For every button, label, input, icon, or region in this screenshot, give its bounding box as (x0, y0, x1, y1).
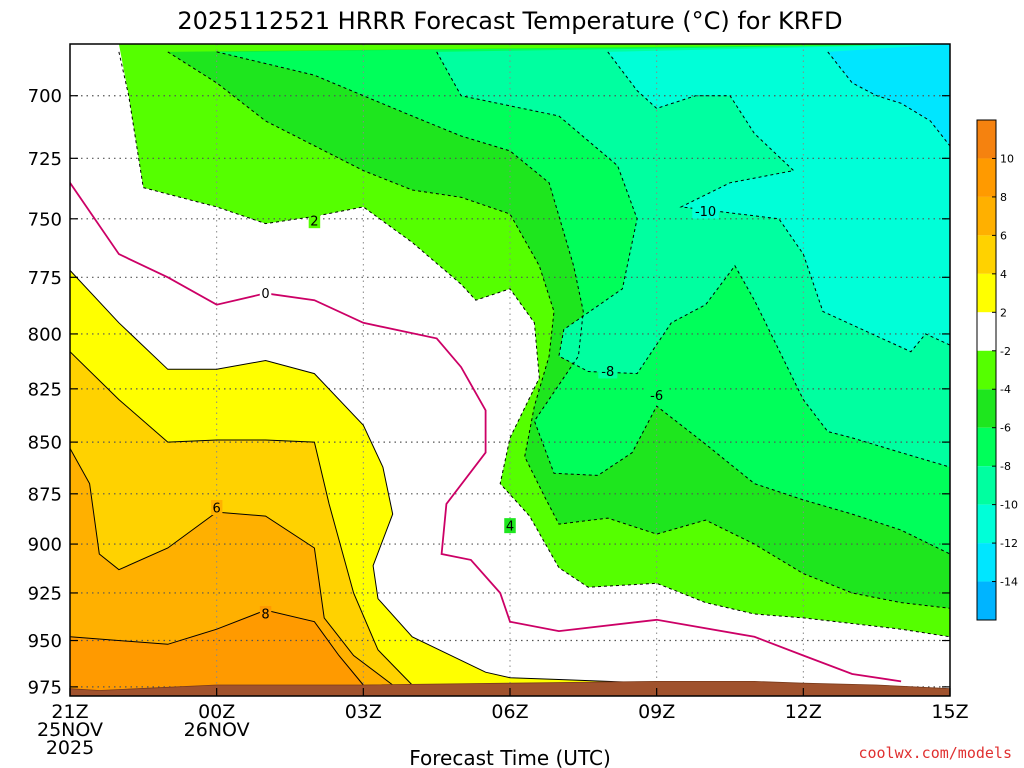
colorbar: 10 8 6 4 2 -2 -4 -6 -8 -10 -12 -14 (976, 119, 1018, 621)
colorbar-label: -2 (1000, 345, 1011, 358)
colorbar-band (977, 350, 996, 390)
colorbar-label: -8 (1000, 460, 1011, 473)
y-tick-label: 700 (28, 86, 62, 107)
isotherm-label: -8 (601, 365, 614, 380)
colorbar-label: -12 (1000, 537, 1018, 550)
isotherm-label-bg (598, 363, 618, 379)
y-tick-label: 975 (28, 677, 62, 698)
grid-lines (70, 44, 950, 696)
colorbar-band (977, 427, 996, 467)
x-tick-date: 26NOV (184, 719, 250, 741)
isotherm-labels: 8 6 0 2 4 -6 -8 -10 (210, 203, 719, 623)
colorbar-label: 8 (1000, 191, 1007, 204)
isotherm-label-bg (647, 387, 667, 403)
x-axis-title: Forecast Time (UTC) (409, 746, 611, 768)
isotherm-label: 0 (261, 287, 269, 302)
y-tick-label: 725 (28, 149, 62, 170)
colorbar-band (977, 504, 996, 544)
isotherm-label: 6 (213, 502, 221, 517)
y-tick-label: 900 (28, 535, 62, 556)
isotherm-label-bg (504, 518, 516, 534)
colorbar-label: -14 (1000, 576, 1018, 589)
colorbar-band (977, 543, 996, 582)
colorbar-label: -6 (1000, 422, 1011, 435)
colorbar-band (977, 273, 996, 313)
y-tick-label: 850 (28, 433, 62, 454)
x-tick-date: 25NOV (37, 719, 103, 741)
isotherm-label: 8 (261, 608, 269, 623)
fill-minus12-to-minus14C (827, 44, 950, 146)
isotherm-label-bg (210, 500, 223, 516)
colorbar-label: 4 (1000, 268, 1007, 281)
isotherm-lines (70, 51, 950, 686)
colorbar-band (977, 158, 996, 197)
isotherm-label-bg (259, 285, 272, 301)
x-tick-label: 06Z (491, 701, 528, 723)
colorbar-label: 10 (1000, 152, 1014, 165)
x-tick-label: 03Z (345, 701, 382, 723)
x-tick-date: 2025 (46, 737, 94, 759)
isotherm-label: 4 (506, 520, 514, 535)
isotherm-label-bg (308, 213, 321, 229)
y-tick-label: 950 (28, 631, 62, 652)
isotherm-0 (70, 182, 902, 683)
colorbar-band (977, 581, 996, 620)
colorbar-frame (976, 119, 997, 621)
isotherm-label: -10 (695, 205, 716, 220)
y-tick-label: 775 (28, 268, 62, 289)
colorbar-band (977, 235, 996, 274)
fill-8-to-10C (70, 610, 364, 696)
isotherm-label: 2 (310, 215, 318, 230)
isotherm-2 (70, 270, 657, 684)
y-axis: 700 725 750 775 800 825 850 875 900 925 950 975 (28, 86, 950, 698)
isotherm-4 (70, 351, 413, 686)
y-tick-label: 800 (28, 324, 62, 345)
colorbar-band (977, 120, 996, 159)
isotherm-minus6 (216, 51, 950, 555)
isotherm-label: -6 (650, 389, 663, 404)
x-tick-label: 12Z (785, 701, 822, 723)
isotherm-minus4 (167, 51, 950, 609)
x-tick-label: 00Z (198, 701, 235, 723)
fill-minus10-to-minus12C (607, 44, 950, 352)
watermark: coolwx.com/models (858, 744, 1012, 762)
y-tick-label: 875 (28, 484, 62, 505)
colorbar-label: -4 (1000, 383, 1011, 396)
isotherm-minus12 (827, 51, 950, 147)
x-tick-label: 21Z (51, 701, 88, 723)
colorbar-label: 2 (1000, 306, 1007, 319)
x-tick-label: 15Z (931, 701, 968, 723)
y-tick-label: 750 (28, 209, 62, 230)
colorbar-band (977, 389, 996, 428)
chart-title: 2025112521 HRRR Forecast Temperature (°C… (177, 7, 842, 35)
isotherm-minus10 (607, 51, 950, 353)
isotherm-minus8 (436, 51, 950, 468)
colorbar-band (977, 196, 996, 236)
temperature-fills (70, 44, 950, 696)
isotherm-label-bg (692, 203, 719, 219)
colorbar-label: 6 (1000, 229, 1007, 242)
x-tick-label: 09Z (638, 701, 675, 723)
y-tick-label: 925 (28, 583, 62, 604)
colorbar-band (977, 466, 996, 505)
isotherm-label-bg (259, 606, 272, 622)
colorbar-band (977, 312, 996, 351)
colorbar-label: -10 (1000, 499, 1018, 512)
y-tick-label: 825 (28, 379, 62, 400)
